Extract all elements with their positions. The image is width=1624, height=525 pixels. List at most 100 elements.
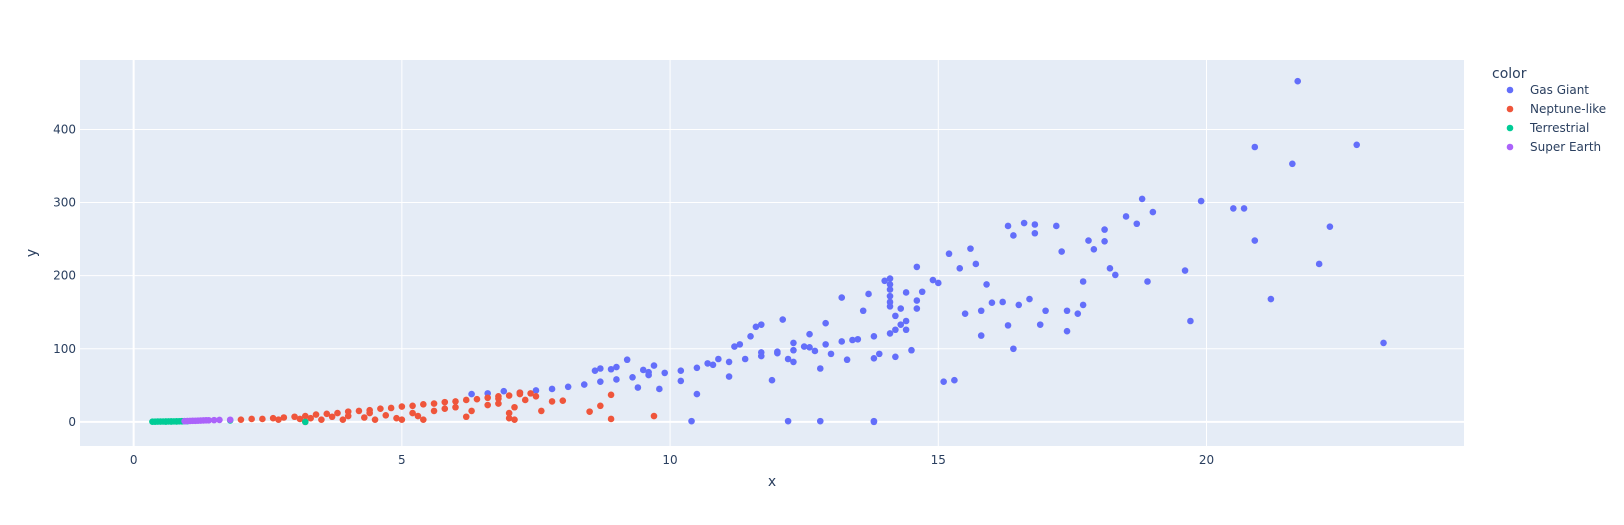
data-point (634, 384, 642, 391)
y-tick-label: 100 (53, 342, 76, 356)
data-point (210, 416, 218, 424)
data-point (613, 376, 620, 383)
x-tick-label: 5 (398, 453, 406, 467)
data-point (892, 353, 899, 361)
data-point (377, 405, 384, 413)
data-point (280, 414, 288, 421)
data-point (302, 418, 309, 426)
data-point (559, 397, 567, 404)
data-point (1133, 220, 1141, 228)
data-point (886, 275, 894, 282)
data-point (1251, 143, 1259, 151)
data-point (1230, 205, 1237, 212)
data-point (1004, 222, 1012, 230)
data-point (259, 415, 266, 423)
x-tick-label: 10 (662, 453, 677, 467)
data-point (886, 286, 894, 293)
data-point (597, 402, 604, 410)
data-point (881, 277, 888, 285)
data-point (897, 321, 905, 328)
data-point (816, 417, 824, 425)
data-point (870, 418, 878, 426)
data-point (709, 361, 717, 369)
data-point (393, 414, 400, 422)
data-point (838, 338, 846, 345)
data-point (1063, 307, 1071, 315)
legend-item-label[interactable]: Gas Giant (1530, 83, 1589, 97)
data-point (768, 376, 776, 384)
x-tick-label: 0 (130, 453, 138, 467)
data-point (1004, 322, 1012, 329)
data-point (173, 418, 180, 425)
data-point (495, 400, 502, 407)
data-point (580, 381, 588, 388)
data-point (1101, 226, 1108, 233)
legend-item-label[interactable]: Super Earth (1530, 140, 1601, 154)
data-point (865, 290, 872, 298)
data-point (677, 367, 685, 375)
data-point (339, 416, 347, 423)
data-point (1031, 221, 1039, 228)
data-point (741, 355, 749, 363)
legend: color Gas Giant Neptune-like Terrestrial Su… (1492, 66, 1606, 154)
data-point (892, 326, 899, 334)
data-point (961, 310, 969, 317)
series-super-earth (181, 416, 234, 425)
data-point (897, 305, 905, 312)
data-point (500, 387, 508, 395)
data-point (1031, 229, 1039, 237)
data-point (291, 413, 298, 421)
data-point (1294, 77, 1302, 85)
data-point (913, 297, 921, 304)
legend-marker (1506, 86, 1514, 94)
legend-marker (1506, 143, 1514, 151)
data-point (639, 366, 647, 374)
data-point (1015, 301, 1023, 309)
data-point (597, 378, 604, 385)
series-gas-giant (468, 77, 1387, 426)
data-point (607, 391, 615, 399)
data-point (1058, 248, 1065, 255)
data-point (613, 363, 620, 371)
data-point (774, 348, 781, 355)
data-point (387, 404, 395, 412)
data-point (409, 409, 416, 417)
data-point (1267, 295, 1275, 303)
data-point (790, 346, 797, 354)
data-point (452, 398, 459, 405)
data-point (420, 401, 427, 408)
data-point (736, 341, 744, 348)
data-point (1074, 310, 1082, 317)
data-point (398, 403, 406, 410)
data-point (462, 396, 470, 404)
data-point (784, 355, 792, 363)
data-point (870, 354, 878, 362)
data-point (382, 411, 390, 419)
data-point (859, 307, 867, 315)
data-point (1380, 339, 1387, 347)
data-point (838, 294, 846, 301)
data-point (607, 365, 615, 373)
data-point (452, 403, 459, 411)
data-point (1240, 205, 1248, 212)
legend-item-label[interactable]: Neptune-like (1530, 102, 1606, 116)
data-point (951, 376, 958, 384)
data-point (843, 356, 851, 364)
data-point (414, 412, 422, 420)
data-point (1010, 232, 1017, 239)
data-point (725, 358, 733, 366)
data-point (307, 414, 314, 422)
data-point (977, 332, 985, 339)
data-point (505, 414, 513, 422)
data-point (913, 305, 921, 312)
data-point (1353, 141, 1361, 149)
data-point (516, 389, 524, 396)
legend-item-label[interactable]: Terrestrial (1529, 121, 1589, 135)
data-point (929, 276, 937, 284)
data-point (216, 416, 223, 424)
data-point (902, 317, 910, 325)
data-point (607, 415, 615, 423)
data-point (752, 323, 760, 331)
gridlines (80, 60, 1464, 446)
x-axis-title: x (768, 474, 776, 490)
